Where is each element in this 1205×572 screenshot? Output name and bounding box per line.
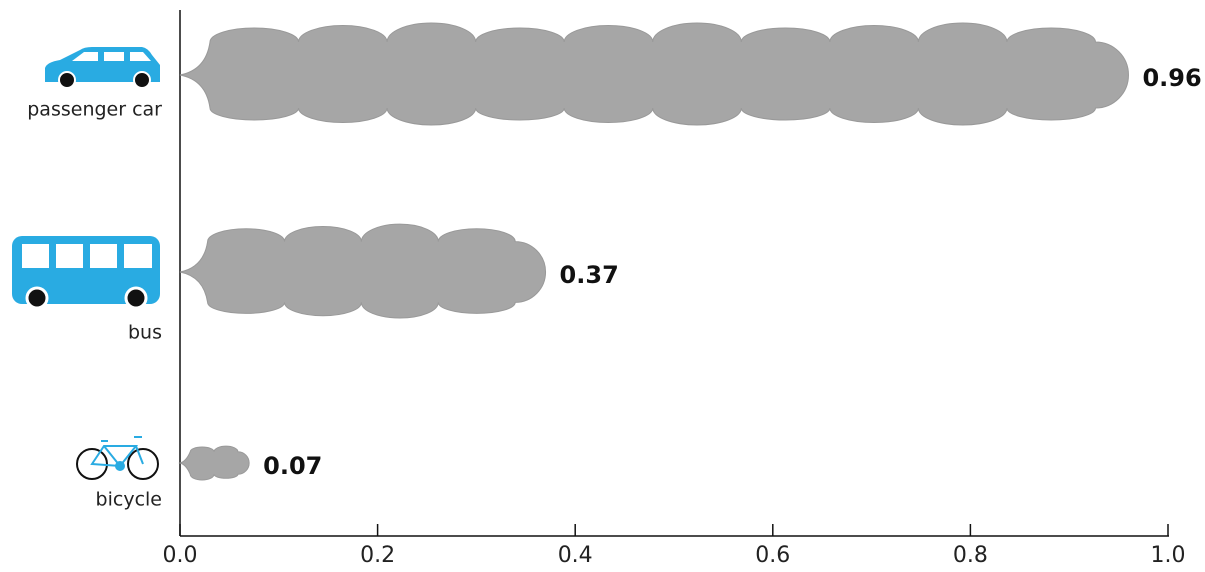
value-label: 0.37: [560, 261, 619, 289]
x-tick-label: 0.8: [953, 543, 988, 568]
x-tick-label: 0.0: [163, 543, 198, 568]
x-tick-label: 1.0: [1151, 543, 1186, 568]
category-label: bicycle: [96, 489, 162, 511]
category-label: passenger car: [27, 99, 162, 121]
bar: [179, 22, 1129, 126]
bus-icon: [12, 236, 160, 310]
value-label: 0.07: [263, 452, 322, 480]
value-label: 0.96: [1142, 64, 1201, 92]
bar: [178, 445, 250, 481]
car-icon: [45, 47, 160, 89]
bar: [179, 223, 546, 319]
x-tick-label: 0.2: [360, 543, 395, 568]
bicycle-icon: [76, 436, 159, 480]
x-tick-label: 0.6: [755, 543, 790, 568]
category-label: bus: [128, 322, 162, 344]
x-tick-label: 0.4: [558, 543, 593, 568]
